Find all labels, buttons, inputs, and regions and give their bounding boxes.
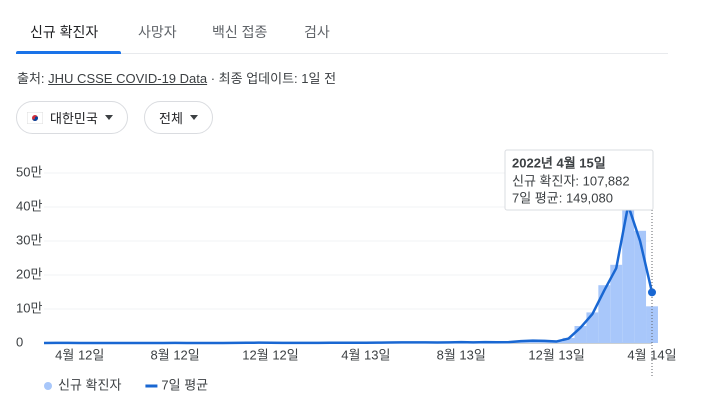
hover-dot — [648, 288, 656, 297]
y-tick-label: 30만 — [16, 232, 42, 247]
x-tick-label: 12월 13일 — [528, 347, 584, 362]
x-tick-label: 4월 13일 — [341, 347, 390, 362]
caret — [104, 115, 113, 120]
legend-label: 신규 확진자 — [58, 377, 121, 392]
source-suffix: · 최종 업데이트: 1일 전 — [210, 71, 337, 86]
legend-label: 7일 평균 — [161, 377, 208, 392]
legend-swatch — [44, 382, 52, 390]
source-line: 출처: JHU CSSE COVID-19 Data · 최종 업데이트: 1일… — [17, 68, 336, 87]
y-tick-label: 50만 — [16, 164, 42, 179]
x-tick-label: 12월 12일 — [242, 347, 298, 362]
tab[interactable]: 백신 접종 — [212, 24, 268, 40]
daily-bar — [574, 326, 587, 343]
tab[interactable]: 검사 — [304, 24, 330, 40]
x-tick-label: 8월 13일 — [437, 347, 486, 362]
daily-bar — [562, 337, 575, 343]
daily-bar — [634, 230, 647, 343]
tab-divider — [16, 53, 668, 54]
country-label: 대한민국 — [50, 111, 98, 126]
tooltip-box — [504, 149, 654, 211]
tab[interactable]: 사망자 — [138, 24, 177, 40]
tab[interactable]: 신규 확진자 — [30, 24, 99, 40]
daily-bar — [622, 207, 635, 343]
region-dropdown[interactable]: 전체 — [144, 101, 213, 134]
tooltip-line: 신규 확진자: 107,882 — [512, 173, 630, 188]
y-tick-label: 20만 — [16, 266, 42, 281]
daily-bar — [610, 264, 623, 343]
active-tab-indicator — [16, 51, 121, 54]
x-tick-label: 8월 12일 — [151, 347, 200, 362]
x-tick-label: 4월 12일 — [55, 347, 104, 362]
daily-bar — [586, 312, 599, 343]
country-dropdown[interactable]: 대한민국 — [16, 101, 128, 134]
y-tick-label: 10만 — [16, 300, 42, 315]
region-label: 전체 — [159, 111, 183, 126]
tooltip-title: 2022년 4월 15일 — [512, 155, 606, 170]
caret — [189, 115, 198, 120]
source-link[interactable]: JHU CSSE COVID-19 Data — [48, 71, 208, 86]
y-tick-label: 40만 — [16, 198, 42, 213]
daily-bar — [598, 285, 611, 343]
tooltip-line: 7일 평균: 149,080 — [512, 190, 613, 205]
flag-icon — [27, 111, 43, 124]
source-prefix: 출처: — [17, 71, 45, 86]
average-line — [43, 204, 654, 345]
y-tick-label: 0 — [16, 334, 23, 349]
